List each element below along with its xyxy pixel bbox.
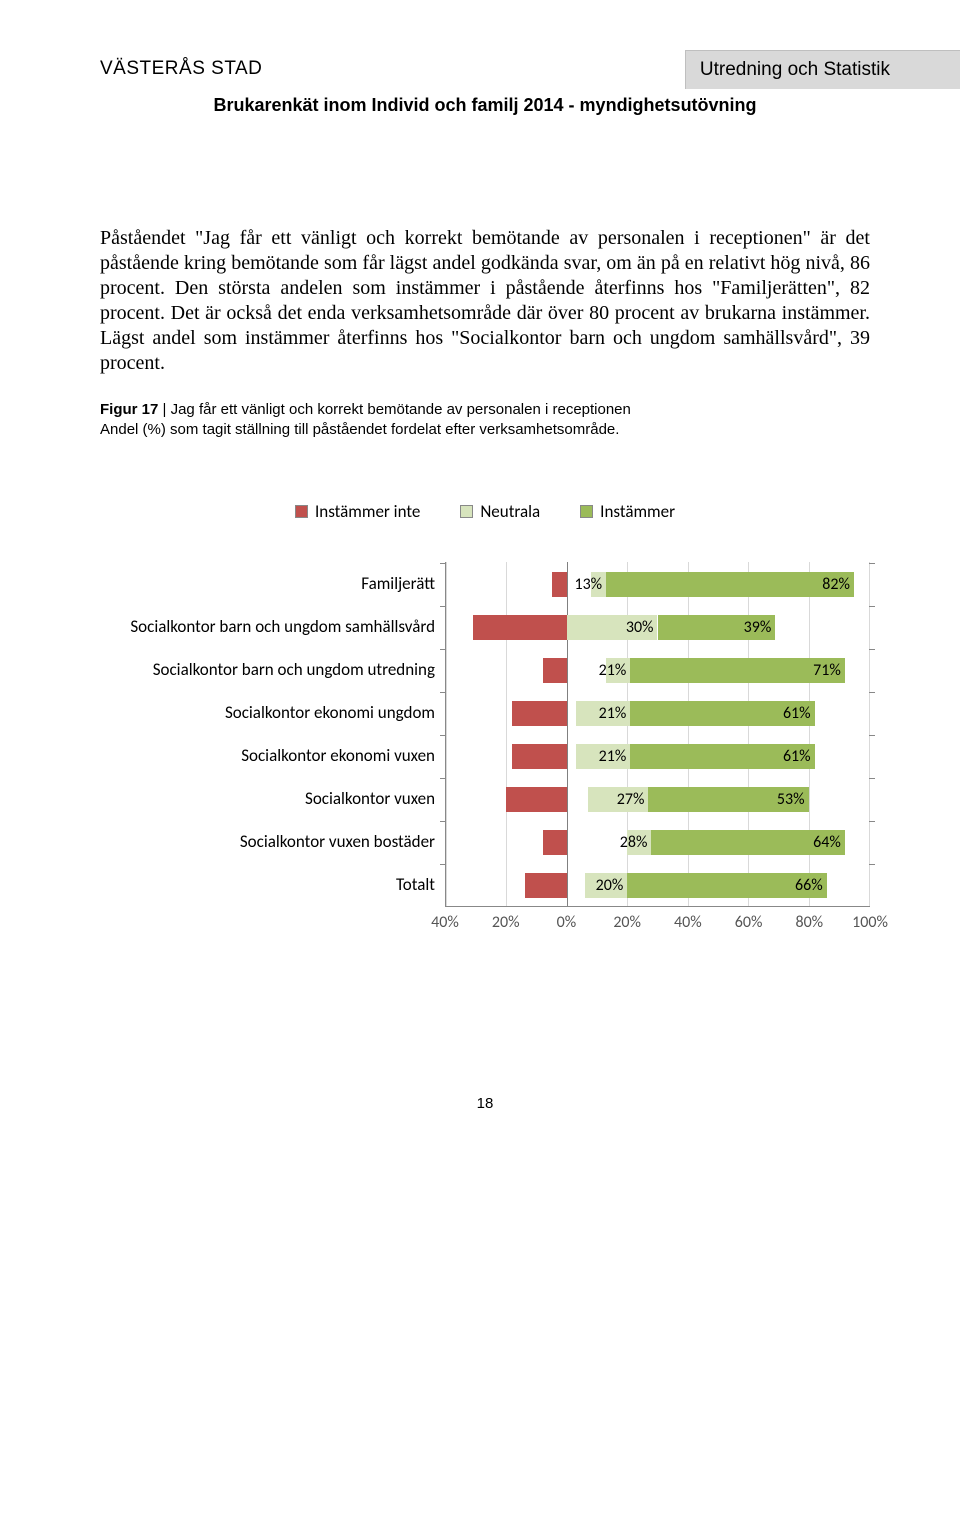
bar-neutral: 20% — [585, 873, 627, 898]
x-axis-tick-label: 60% — [735, 913, 763, 932]
x-axis-tick-label: 80% — [795, 913, 823, 932]
bar-neutral: 27% — [588, 787, 648, 812]
figure-caption-bold: Figur 17 — [100, 401, 158, 418]
header-subtitle: Brukarenkät inom Individ och familj 2014… — [100, 95, 870, 116]
legend-item: Instämmer — [580, 501, 675, 522]
body-paragraph: Påståendet "Jag får ett vänligt och korr… — [100, 226, 870, 376]
bar-disagree — [543, 830, 567, 855]
page: VÄSTERÅS STAD Utredning och Statistik Br… — [0, 0, 960, 1152]
bar-agree: 66% — [627, 873, 826, 898]
x-axis-tick-label: 20% — [613, 913, 641, 932]
legend-label: Instämmer — [600, 501, 675, 522]
chart-legend: Instämmer inte Neutrala Instämmer — [100, 501, 870, 522]
chart-category-label: Socialkontor barn och ungdom samhällsvår… — [100, 605, 445, 648]
chart-row: 21%71% — [446, 648, 869, 691]
bar-disagree — [512, 701, 566, 726]
figure-caption: Figur 17 | Jag får ett vänligt och korre… — [100, 400, 870, 441]
chart-row: 13%82% — [446, 562, 869, 605]
bar-disagree — [506, 787, 566, 812]
bar-neutral: 21% — [576, 701, 630, 726]
bar-disagree — [543, 658, 567, 683]
x-axis-tick-label: 40% — [431, 913, 459, 932]
header-left: VÄSTERÅS STAD — [100, 50, 262, 89]
bar-neutral: 21% — [606, 658, 630, 683]
bar-neutral: 28% — [627, 830, 651, 855]
chart-category-label: Socialkontor vuxen — [100, 777, 445, 820]
chart-category-label: Socialkontor barn och ungdom utredning — [100, 648, 445, 691]
chart-rows: 13%82%30%39%21%71%21%61%21%61%27%53%28%6… — [446, 562, 869, 906]
chart-row: 27%53% — [446, 777, 869, 820]
legend-swatch — [460, 505, 473, 518]
figure-caption-rest: | Jag får ett vänligt och korrekt bemöta… — [100, 401, 631, 438]
legend-item: Instämmer inte — [295, 501, 420, 522]
legend-swatch — [295, 505, 308, 518]
chart-category-label: Socialkontor vuxen bostäder — [100, 820, 445, 863]
bar-disagree — [512, 744, 566, 769]
chart-row: 21%61% — [446, 691, 869, 734]
chart-category-label: Totalt — [100, 863, 445, 906]
chart-category-label: Socialkontor ekonomi ungdom — [100, 691, 445, 734]
x-axis-tick-label: 40% — [674, 913, 702, 932]
bar-neutral: 13% — [591, 572, 606, 597]
bar-disagree — [473, 615, 567, 640]
chart-x-axis: 40%20%0%20%40%60%80%100% — [445, 907, 870, 935]
header-right: Utredning och Statistik — [685, 50, 960, 89]
bar-agree: 71% — [630, 658, 845, 683]
chart-category-label: Familjerätt — [100, 562, 445, 605]
legend-label: Neutrala — [480, 501, 540, 522]
chart-plot-area: 13%82%30%39%21%71%21%61%21%61%27%53%28%6… — [445, 562, 870, 907]
chart-row: 20%66% — [446, 863, 869, 906]
chart-row: 21%61% — [446, 734, 869, 777]
chart-row: 28%64% — [446, 820, 869, 863]
bar-agree: 61% — [630, 701, 814, 726]
chart: Instämmer inte Neutrala Instämmer Familjer… — [100, 501, 870, 935]
bar-agree: 64% — [651, 830, 844, 855]
chart-body: FamiljerättSocialkontor barn och ungdom … — [100, 562, 870, 907]
bar-disagree — [525, 873, 567, 898]
legend-swatch — [580, 505, 593, 518]
chart-gridline — [869, 562, 870, 906]
bar-neutral: 30% — [567, 615, 658, 640]
bar-agree: 82% — [606, 572, 854, 597]
chart-category-column: FamiljerättSocialkontor barn och ungdom … — [100, 562, 445, 907]
bar-neutral: 21% — [576, 744, 630, 769]
page-number: 18 — [100, 1095, 870, 1112]
bar-agree: 61% — [630, 744, 814, 769]
legend-item: Neutrala — [460, 501, 540, 522]
x-axis-tick-label: 100% — [852, 913, 888, 932]
chart-row: 30%39% — [446, 605, 869, 648]
x-axis-tick-label: 20% — [492, 913, 520, 932]
chart-category-label: Socialkontor ekonomi vuxen — [100, 734, 445, 777]
bar-agree: 39% — [658, 615, 776, 640]
bar-disagree — [552, 572, 567, 597]
bar-agree: 53% — [648, 787, 808, 812]
legend-label: Instämmer inte — [315, 501, 420, 522]
page-header: VÄSTERÅS STAD Utredning och Statistik — [100, 50, 870, 89]
x-axis-tick-label: 0% — [557, 913, 577, 932]
